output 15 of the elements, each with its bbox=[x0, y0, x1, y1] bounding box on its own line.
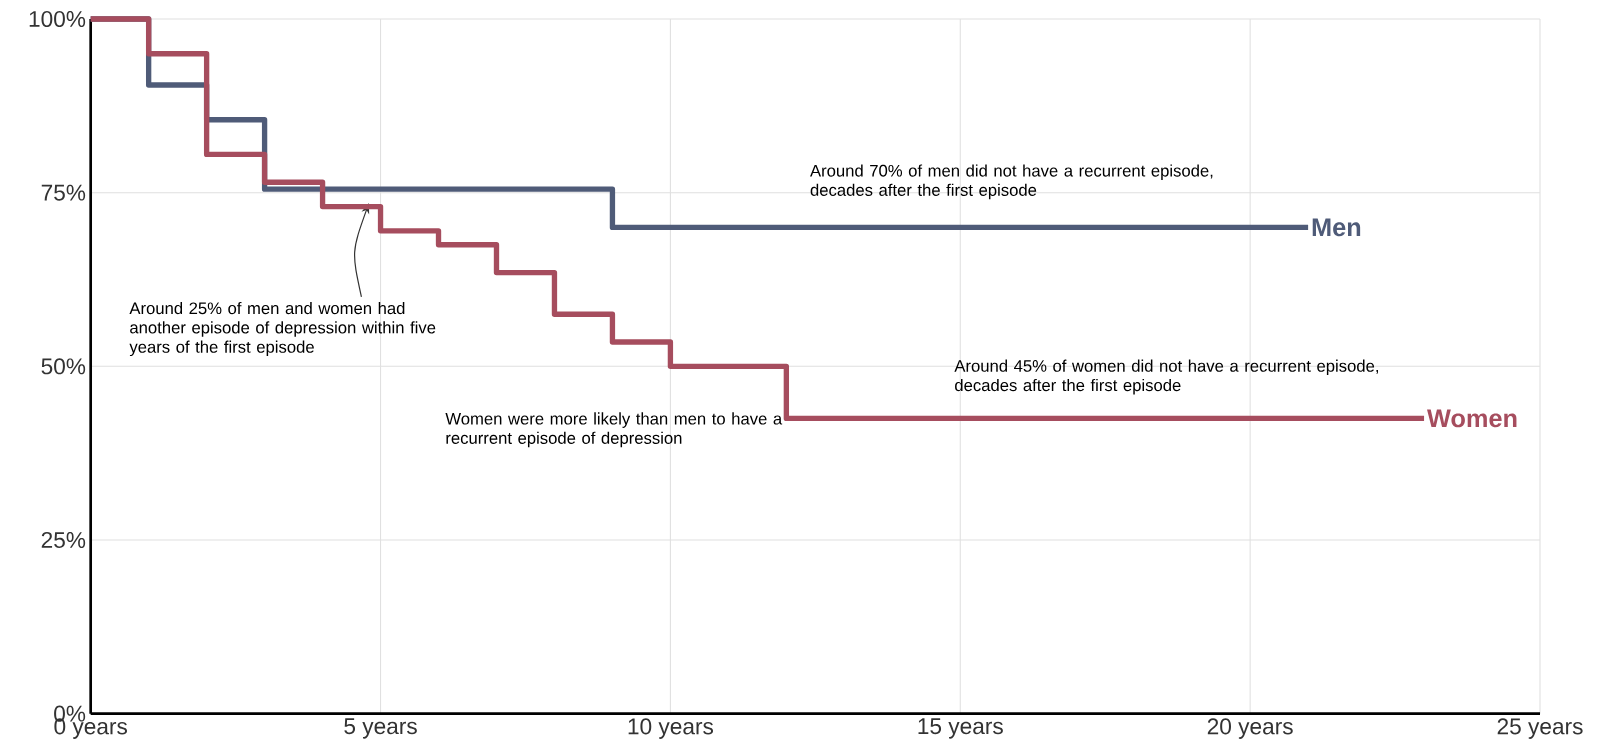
y-tick-label: 50% bbox=[41, 358, 86, 375]
annotation: Around 45% of women did not have a recurrent episode, decades after the first episode bbox=[954, 359, 1378, 395]
annotation: Women were more likely than men to have a recurrent episode of depression bbox=[445, 412, 783, 448]
series-label: Men bbox=[1312, 218, 1361, 237]
x-tick-label: 15 years bbox=[918, 718, 1003, 739]
x-tick-label: 10 years bbox=[628, 718, 714, 739]
annotation: Around 25% of men and women had another episode of depression within five years of the first episode bbox=[129, 301, 436, 357]
x-tick-label: 25 years bbox=[1497, 718, 1583, 739]
y-tick-label: 100% bbox=[29, 10, 86, 28]
annotation: Around 70% of men did not have a recurrent episode, decades after the first episode bbox=[810, 164, 1213, 200]
x-tick-label: 5 years bbox=[344, 718, 417, 739]
series-label: Women bbox=[1427, 409, 1517, 428]
y-tick-label: 75% bbox=[41, 184, 86, 201]
y-tick-label: 25% bbox=[41, 531, 86, 549]
x-tick-label: 20 years bbox=[1207, 718, 1293, 739]
